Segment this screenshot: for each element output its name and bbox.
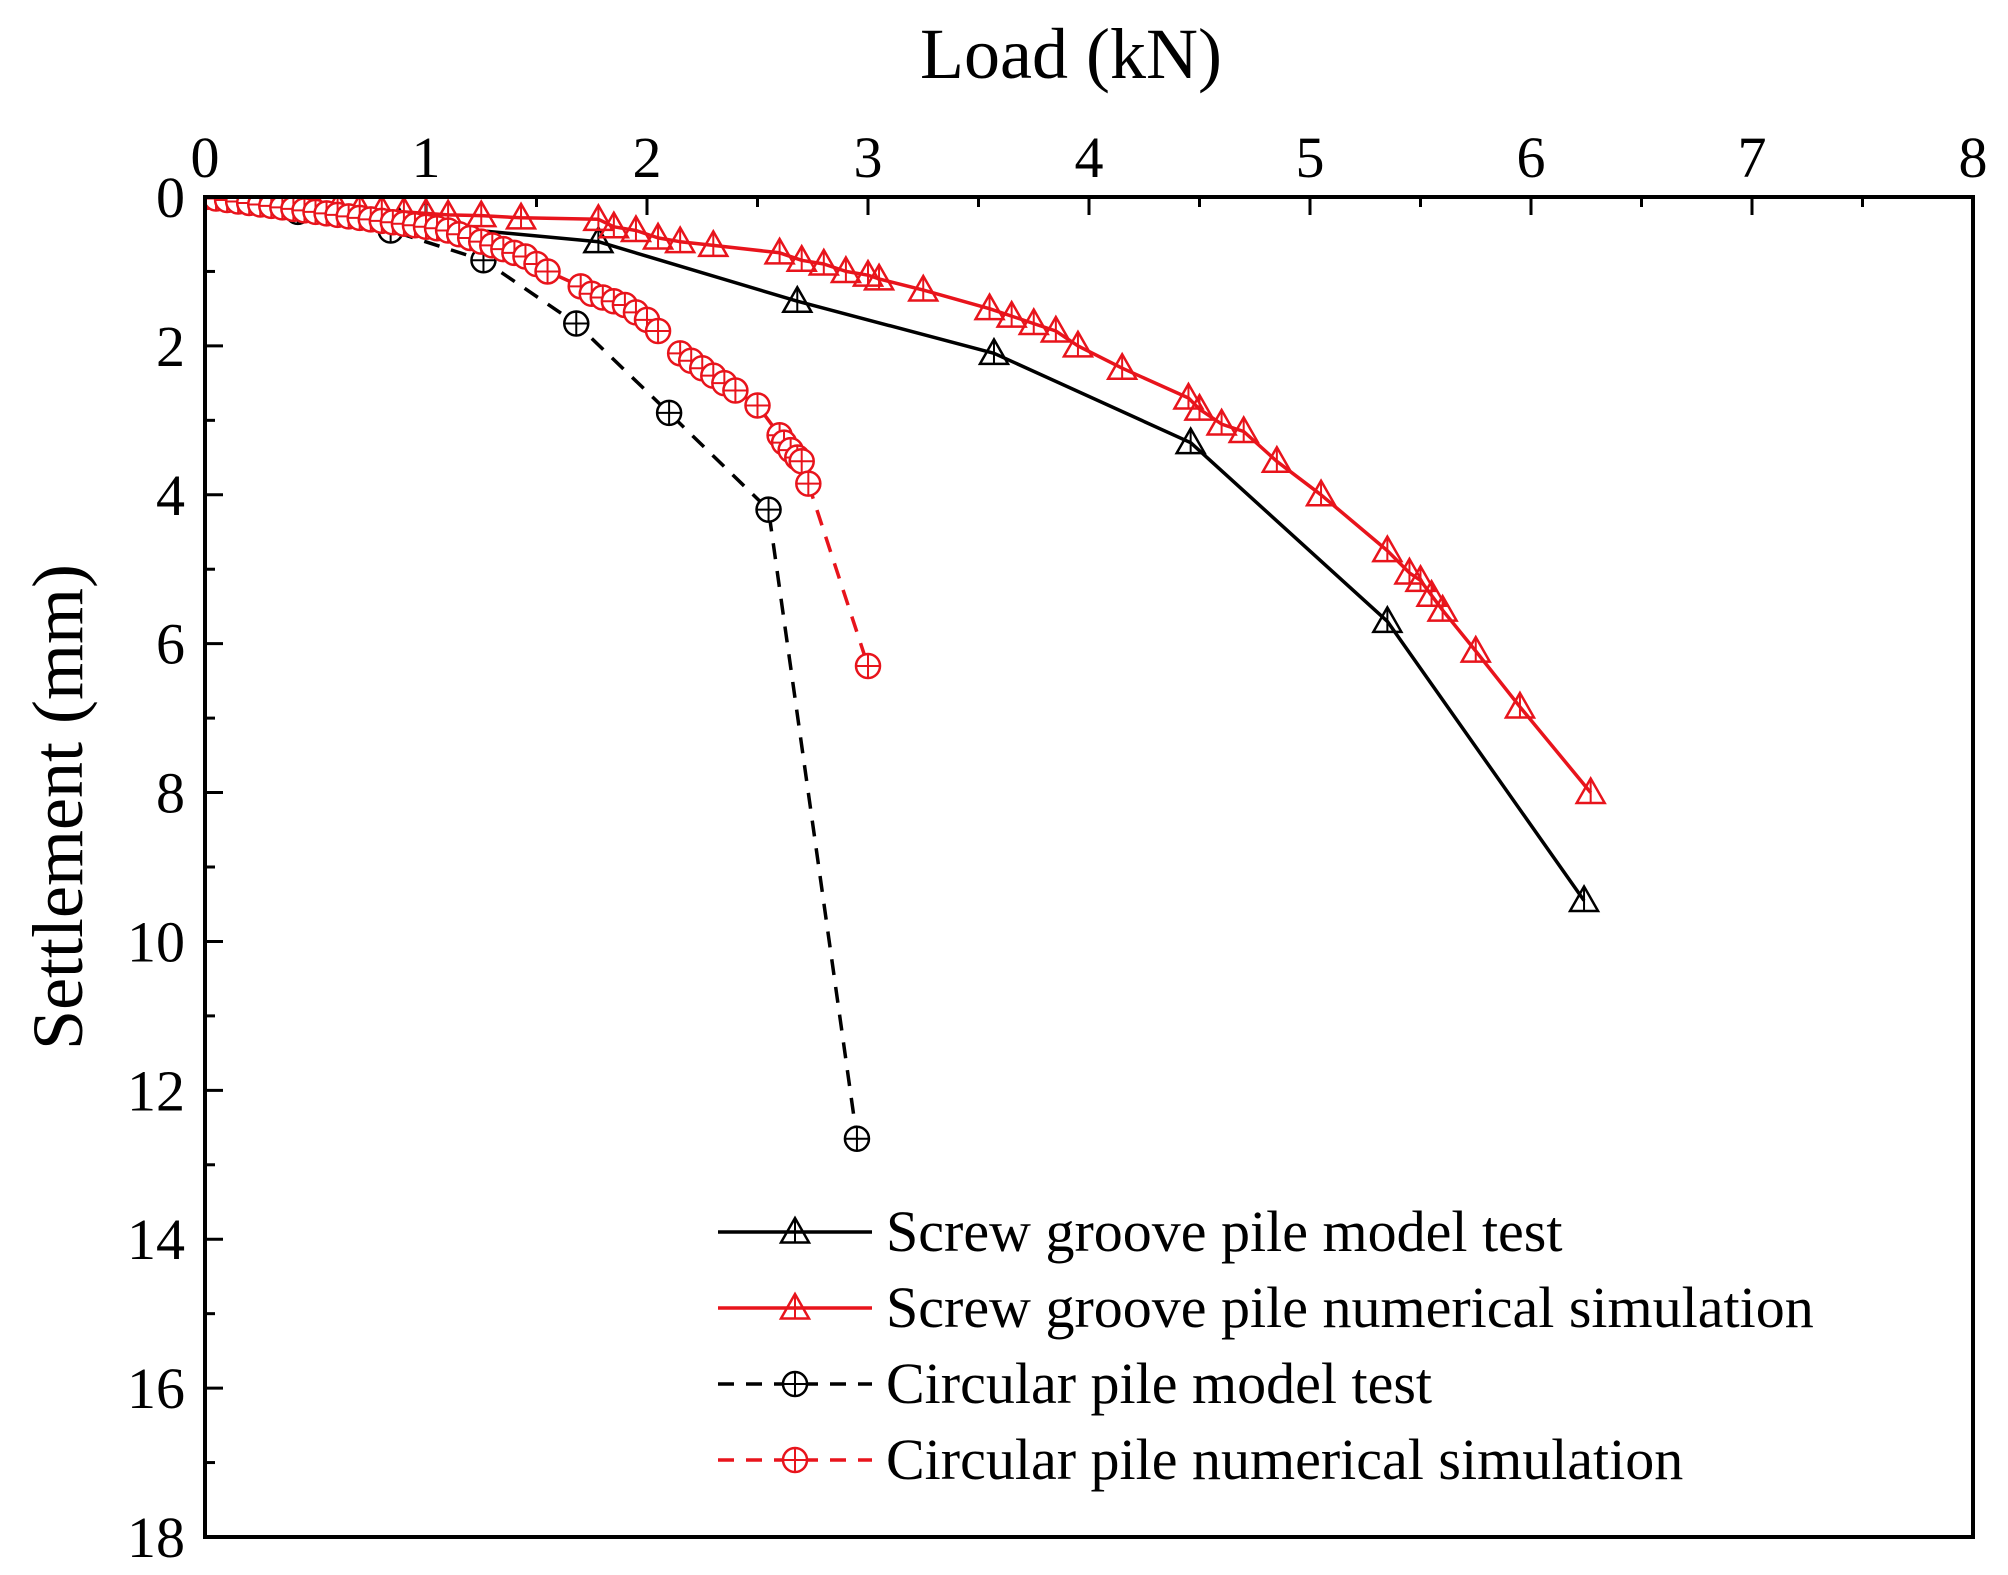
series-4-point [644,317,672,345]
series-3-point [655,399,683,427]
legend-label-1: Screw groove pile model test [886,1199,1563,1264]
series-2-point [1183,392,1216,421]
series-4-point [744,392,771,419]
legend: Screw groove pile model test Screw groove… [718,1199,1814,1492]
x-tick-label: 0 [191,125,220,190]
y-tick-label: 18 [127,1505,185,1570]
series-2-point [597,210,631,239]
series-2 [205,197,1607,805]
series-2-point [807,247,840,276]
series-4-point [795,470,822,497]
series-2-point [1205,407,1238,436]
series-1-point [1567,883,1601,913]
series-2-point [785,243,818,273]
series-1-point [582,225,615,254]
series-4-point [854,652,882,680]
y-tick-label: 10 [127,909,185,974]
x-axis-title: Load (kN) [920,14,1222,94]
series-2-point [1574,776,1607,805]
series-2-point [1105,351,1139,380]
series-2-point [663,225,697,254]
legend-marker-4 [781,1446,809,1474]
series-2-point [907,273,940,302]
legend-item-2: Screw groove pile numerical simulation [718,1275,1814,1340]
series-4-point [534,258,561,285]
x-tick-label: 1 [412,125,441,190]
legend-label-3: Circular pile model test [886,1351,1432,1416]
series-2-point [1503,690,1537,719]
x-tick-label: 2 [633,125,662,190]
series-2-line [205,197,1593,794]
series-layer [205,197,1607,1152]
x-tick-label: 5 [1296,125,1325,190]
series-1-point [1371,604,1404,634]
y-tick-label: 0 [156,165,185,230]
legend-marker-1 [778,1215,812,1244]
series-4 [205,197,882,680]
series-4-point [722,377,749,404]
series-3-point [755,496,782,523]
series-3 [205,197,871,1152]
series-3-line [205,197,859,1139]
legend-marker-3 [781,1370,809,1398]
y-tick-label: 2 [156,314,185,379]
series-2-point [504,201,538,230]
series-2-point [1039,314,1073,343]
series-2-point [1371,534,1404,563]
series-2-point [1415,578,1448,608]
series-2-point [697,228,730,258]
series-2-point [1227,414,1260,444]
series-1-line [205,197,1586,902]
series-1-point [781,284,814,313]
x-tick-label: 8 [1959,125,1988,190]
series-2-point [1172,381,1205,410]
series-2-point [1304,478,1338,507]
legend-label-4: Circular pile numerical simulation [886,1427,1683,1492]
x-tick-label: 3 [854,125,883,190]
y-tick-label: 6 [156,612,185,677]
series-2-point [582,202,615,232]
series-2-point [1426,593,1459,622]
legend-item-4: Circular pile numerical simulation [718,1427,1683,1492]
y-tick-label: 16 [127,1356,185,1421]
series-2-point [763,236,796,265]
y-tick-label: 8 [156,761,185,826]
series-2-point [641,221,675,250]
series-4-point [788,448,815,475]
x-tick-label: 6 [1517,125,1546,190]
series-2-point [862,262,896,291]
series-1-point [977,336,1011,366]
series-1-point [1174,426,1207,455]
legend-marker-2 [778,1291,812,1320]
y-tick-label: 14 [127,1207,185,1272]
series-2-point [619,213,653,243]
y-tick-label: 12 [127,1058,185,1123]
series-2-point [1061,329,1095,358]
series-2-point [995,299,1028,328]
x-tick-label: 4 [1075,125,1104,190]
series-2-point [1404,563,1437,593]
series-2-point [1260,444,1294,474]
series-3-point [843,1125,871,1152]
series-2-point [465,199,498,228]
y-tick-label: 4 [156,463,185,528]
legend-item-3: Circular pile model test [718,1351,1432,1416]
legend-item-1: Screw groove pile model test [718,1199,1563,1264]
y-axis-title: Settlement (mm) [18,564,98,1050]
x-tick-label: 7 [1738,125,1767,190]
series-2-point [829,254,863,284]
series-2-point [1459,634,1492,663]
series-2-point [1017,307,1050,336]
plot-frame [203,195,1975,1539]
series-3-point [563,310,590,337]
series-2-point [973,292,1006,321]
legend-label-2: Screw groove pile numerical simulation [886,1275,1814,1340]
